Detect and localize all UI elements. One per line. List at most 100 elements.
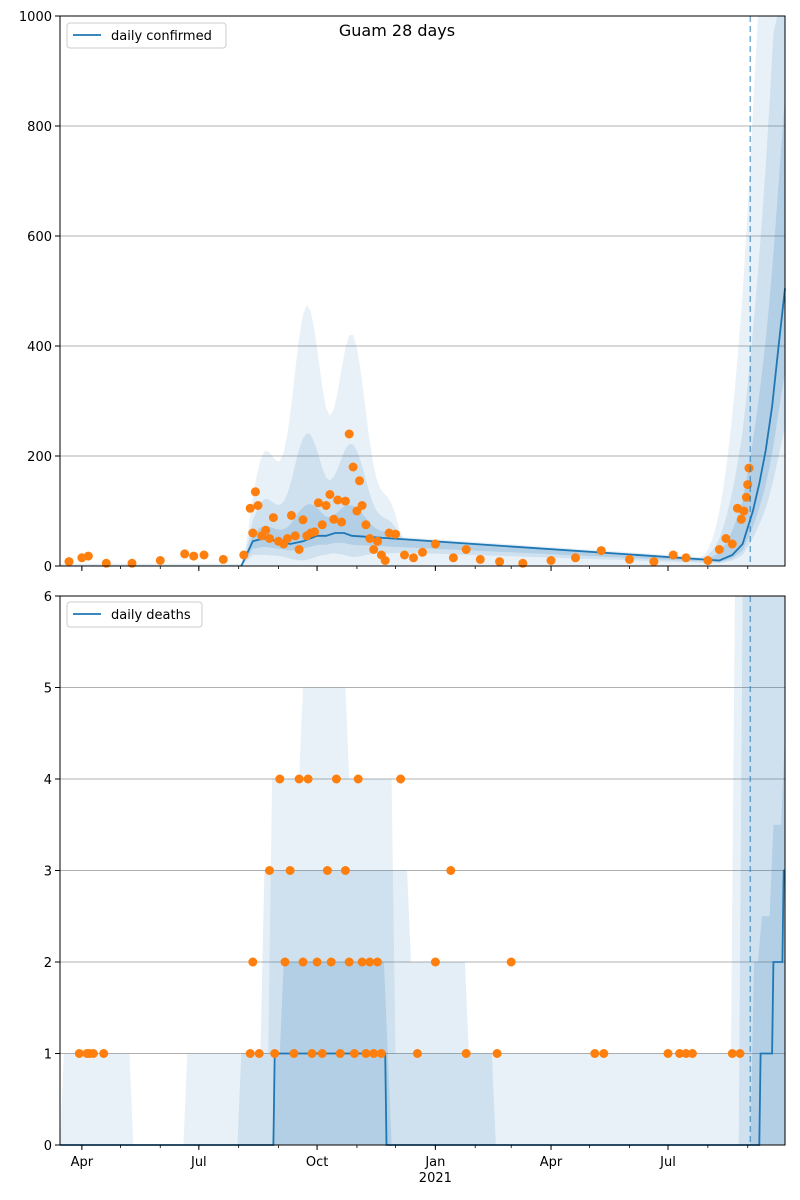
observed-point — [727, 539, 737, 549]
observed-point — [344, 957, 354, 967]
observed-point — [687, 1049, 697, 1058]
observed-point — [348, 462, 358, 472]
observed-point — [380, 556, 390, 565]
observed-point — [250, 487, 260, 497]
observed-point — [340, 496, 350, 506]
figure-title: Guam 28 days — [339, 21, 455, 40]
observed-point — [74, 1049, 84, 1058]
y-tick-label-3: 600 — [27, 230, 52, 245]
top-x-ticks — [81, 566, 749, 571]
top-legend: daily confirmed — [66, 22, 227, 49]
x-tick-label-0: Apr — [71, 1155, 94, 1170]
x-tick-label-4: Apr — [540, 1155, 563, 1170]
observed-point — [668, 550, 678, 560]
observed-point — [239, 550, 249, 560]
observed-point — [703, 556, 713, 565]
observed-point — [727, 1049, 737, 1058]
observed-point — [446, 866, 456, 875]
observed-point — [254, 1049, 264, 1058]
observed-point — [310, 527, 319, 537]
observed-point — [369, 1049, 379, 1058]
observed-point — [744, 463, 754, 473]
observed-point — [268, 513, 278, 523]
y-tick-label-4: 4 — [44, 773, 52, 788]
observed-point — [546, 556, 556, 565]
y-tick-label-0: 0 — [44, 560, 52, 575]
observed-point — [741, 492, 751, 502]
observed-point — [396, 774, 406, 784]
observed-point — [180, 549, 190, 559]
bottom-observed-points — [74, 774, 745, 1058]
observed-point — [357, 957, 367, 967]
observed-point — [280, 957, 290, 967]
observed-point — [312, 957, 322, 967]
observed-point — [283, 534, 292, 543]
bottom-legend-box — [66, 601, 203, 628]
observed-point — [253, 501, 263, 510]
observed-point — [735, 1049, 745, 1058]
observed-point — [571, 553, 580, 563]
observed-point — [495, 557, 505, 567]
observed-point — [492, 1049, 502, 1058]
observed-point — [313, 498, 323, 508]
observed-point — [736, 514, 746, 524]
top-legend-label: daily confirmed — [111, 29, 212, 44]
observed-point — [461, 1049, 471, 1058]
y-tick-label-3: 3 — [44, 865, 52, 880]
observed-point — [681, 553, 691, 563]
x-tick-label-3: Jan — [424, 1155, 445, 1170]
observed-point — [663, 1049, 673, 1058]
observed-point — [649, 557, 659, 567]
observed-point — [270, 1049, 280, 1058]
top-y-axis: 0 200 400 600 800 1000 — [19, 10, 60, 575]
observed-point — [475, 554, 485, 564]
top-plot-area — [60, 16, 785, 566]
observed-point — [355, 476, 364, 486]
observed-point — [325, 490, 335, 499]
observed-point — [294, 545, 304, 554]
observed-point — [317, 520, 327, 530]
observed-point — [400, 550, 409, 560]
x-tick-label-5: Jul — [659, 1155, 676, 1170]
observed-point — [430, 539, 440, 549]
observed-point — [317, 1049, 327, 1058]
observed-point — [418, 547, 427, 557]
observed-point — [353, 774, 363, 784]
x-tick-label-2: Oct — [306, 1155, 328, 1170]
observed-point — [365, 534, 375, 543]
observed-point — [506, 957, 516, 967]
y-tick-label-1: 1 — [44, 1048, 52, 1063]
y-tick-label-1: 200 — [27, 450, 52, 465]
y-tick-label-2: 400 — [27, 340, 52, 355]
y-tick-label-4: 800 — [27, 120, 52, 135]
y-tick-label-5: 1000 — [19, 10, 52, 25]
observed-point — [265, 534, 274, 543]
observed-point — [322, 866, 332, 875]
observed-point — [369, 545, 379, 554]
observed-point — [248, 957, 258, 967]
observed-point — [349, 1049, 359, 1058]
observed-point — [290, 531, 300, 541]
observed-point — [430, 957, 440, 967]
observed-point — [265, 866, 274, 875]
top-gridlines — [60, 125, 785, 457]
observed-point — [248, 528, 258, 538]
observed-point — [218, 554, 228, 564]
observed-point — [596, 546, 606, 556]
y-tick-label-6: 6 — [44, 590, 52, 605]
x-tick-year-label: 2021 — [419, 1171, 452, 1186]
observed-point — [285, 866, 295, 875]
observed-point — [412, 1049, 422, 1058]
observed-point — [357, 501, 367, 510]
observed-point — [326, 957, 336, 967]
observed-point — [721, 534, 731, 543]
observed-point — [329, 514, 339, 524]
observed-point — [675, 1049, 685, 1058]
y-tick-label-5: 5 — [44, 682, 52, 697]
observed-point — [335, 1049, 345, 1058]
uncertainty-band-1 — [60, 596, 785, 1145]
observed-point — [625, 554, 634, 564]
y-tick-label-0: 0 — [44, 1139, 52, 1154]
top-panel-daily-confirmed: 0 200 400 600 800 1000 Guam 28 days daily con… — [19, 10, 786, 575]
